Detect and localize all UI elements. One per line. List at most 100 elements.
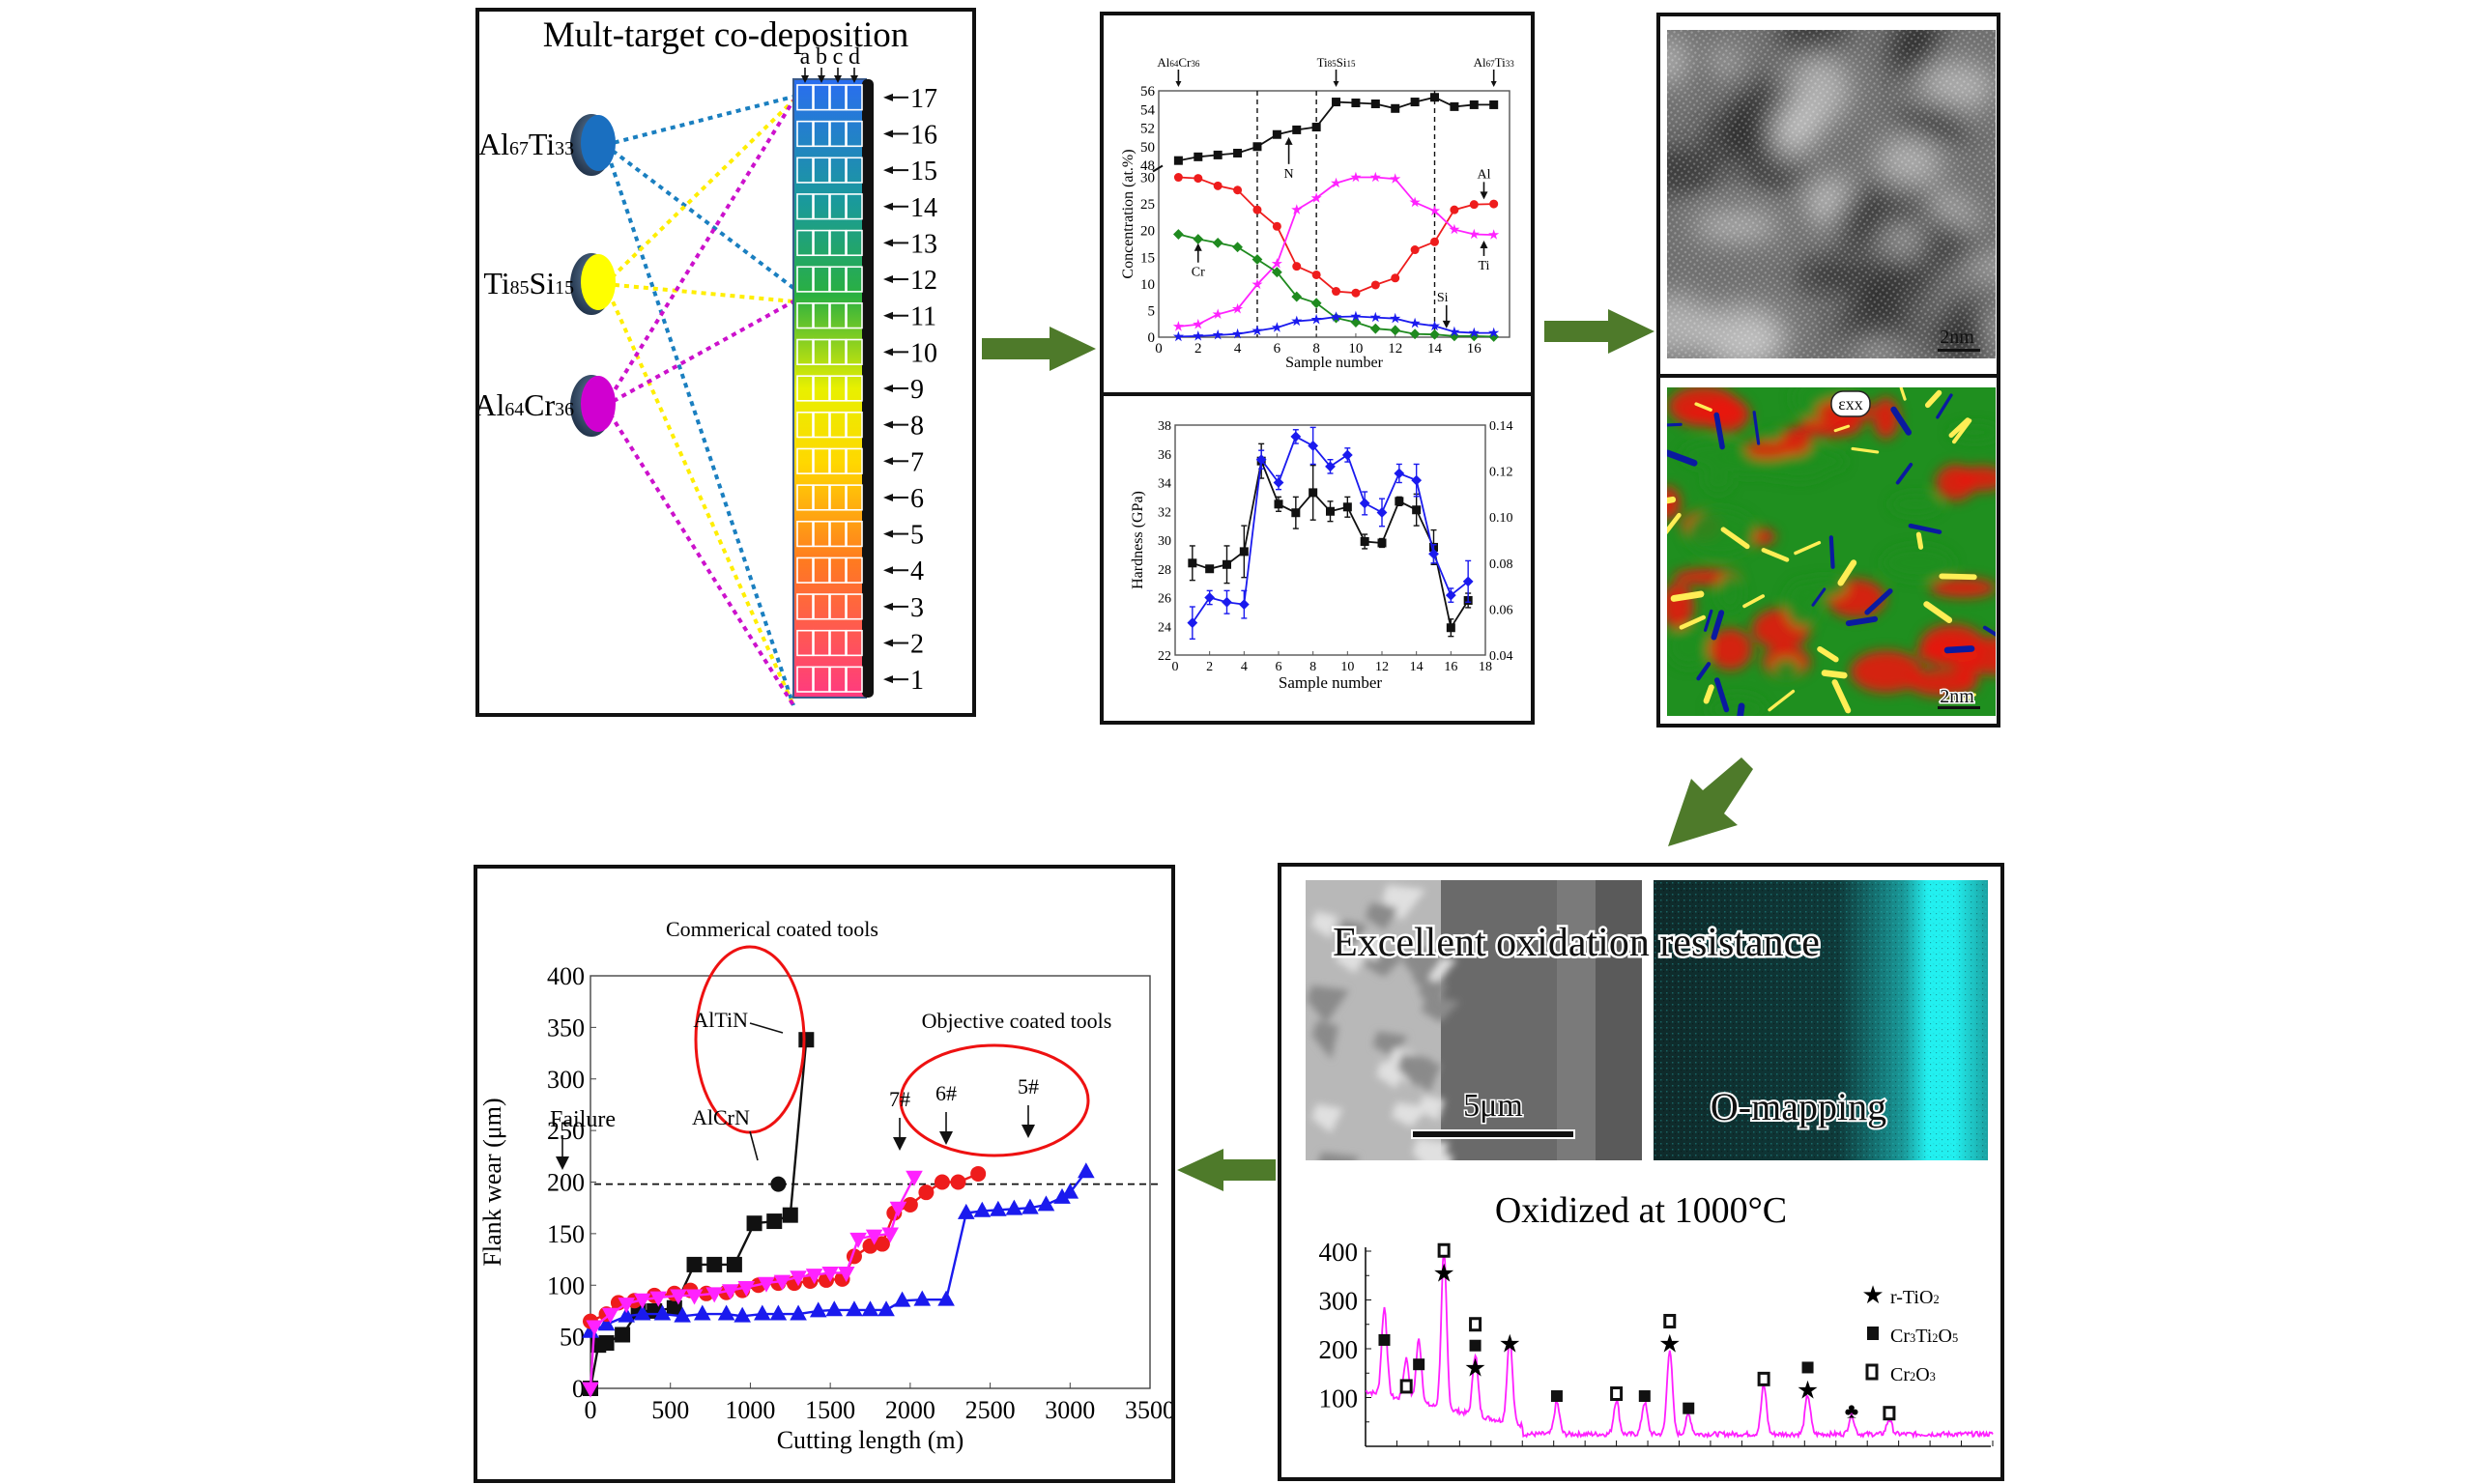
peak-marker-cr3ti2o5-icon (1683, 1402, 1695, 1414)
row-label: 17 (910, 84, 937, 114)
annotation-label: Al (1477, 167, 1490, 182)
row-label: 16 (910, 120, 937, 150)
sample-cell (846, 412, 863, 439)
data-point (1489, 100, 1499, 109)
data-point (1271, 322, 1282, 332)
row-label: 6 (910, 484, 924, 514)
row-arrow-icon (883, 348, 893, 357)
arrow-down-left-icon (1668, 757, 1753, 846)
data-point (1390, 312, 1401, 324)
sample-arrow-icon (939, 1131, 953, 1145)
sample-cell (829, 520, 847, 548)
sem-grain (1311, 1103, 1343, 1133)
data-point (790, 1270, 807, 1287)
sample-cell (796, 520, 814, 548)
o-mapping-label: O-mapping (1711, 1085, 1886, 1128)
strain-streak (1703, 609, 1713, 632)
y-tick-label: 36 (1158, 448, 1171, 463)
x-tick-label: 500 (651, 1396, 689, 1424)
x-tick-label: 2 (1194, 341, 1202, 357)
data-point (1053, 1187, 1071, 1204)
y-axis-label: Hardness (GPa) (1130, 491, 1146, 589)
data-point (1390, 325, 1401, 336)
row-arrow-icon (883, 129, 893, 138)
data-point (1489, 199, 1499, 209)
series-Cr (1172, 229, 1500, 342)
legend-label-cr3ti2o5: Cr3Ti2O5 (1890, 1326, 1958, 1347)
y-right-tick-label: 0.08 (1489, 557, 1513, 572)
data-point (1469, 100, 1479, 109)
annotation-arrow-icon (1284, 136, 1293, 145)
scale-bar (1411, 1129, 1575, 1139)
peak-marker-other-icon: ♣ (1845, 1399, 1858, 1423)
peak-marker-cr2o3-icon (1883, 1406, 1896, 1421)
strain-streak (1833, 424, 1851, 433)
data-point (1341, 449, 1353, 461)
peak-marker-cr2o3-icon (1469, 1317, 1482, 1332)
sample-cell (846, 666, 863, 693)
strain-streak (1752, 411, 1761, 445)
data-point (597, 1315, 616, 1331)
sample-cell (813, 157, 830, 184)
scale-bar-label: 2nm (1940, 686, 1974, 707)
targets: Al67Ti33 Ti85Si15 Al64Cr36 (474, 114, 616, 437)
strain-streak (1742, 594, 1766, 609)
data-point (874, 1236, 890, 1252)
target-arrow-icon (1333, 81, 1339, 87)
data-point (598, 1335, 615, 1352)
peak-marker-cr3ti2o5-icon (1638, 1390, 1651, 1403)
y-tick-label: 150 (547, 1220, 585, 1248)
data-point (1469, 200, 1479, 210)
x-axis-label: Sample number (1285, 355, 1384, 371)
x-tick-label: 0 (585, 1396, 597, 1424)
sample-cell (813, 629, 830, 657)
hrtem-image: 2nm (1667, 30, 1996, 358)
strain-streak (1667, 512, 1682, 535)
deposition-path (603, 99, 795, 408)
row-arrow-icon (883, 239, 893, 247)
co-deposition-panel: Mult-target co-deposition 17 16 15 14 13 12 11… (474, 8, 976, 717)
y-tick-label: 34 (1158, 477, 1171, 492)
data-point (790, 1304, 807, 1321)
data-point (861, 1300, 879, 1317)
data-point (1272, 221, 1281, 231)
x-tick-label: 10 (1348, 341, 1363, 357)
data-point (726, 1256, 742, 1272)
data-point (1446, 623, 1455, 633)
target-label: Al67Ti33 (1474, 55, 1515, 70)
data-point (1369, 323, 1381, 334)
data-point (1252, 142, 1262, 152)
y-tick-label: 22 (1158, 649, 1171, 664)
annotation-arrow-icon (1480, 240, 1488, 248)
data-point (1021, 1198, 1039, 1214)
strain-region (1907, 669, 1978, 697)
data-point (1449, 326, 1460, 337)
sample-cell (846, 120, 863, 148)
strain-streak (1828, 535, 1835, 569)
data-point (769, 1304, 788, 1321)
data-point (1369, 311, 1381, 323)
data-point (1172, 229, 1184, 240)
series-Al (1173, 173, 1499, 298)
strain-streak (1711, 610, 1725, 641)
sample-cell (829, 629, 847, 657)
data-point (1428, 205, 1441, 215)
strain-streak (1720, 527, 1750, 550)
deposition-path (604, 282, 794, 303)
strain-streak (1713, 677, 1730, 713)
sample-cell (846, 593, 863, 620)
strain-streak (1817, 645, 1839, 663)
y-tick-label: 0 (1148, 330, 1156, 346)
data-point (1488, 229, 1500, 240)
sample-strip: 17 16 15 14 13 12 11 10 9 8 7 6 5 4 3 2 1 a b c d (792, 44, 937, 699)
sample-arrow-icon (1021, 1125, 1035, 1138)
data-point (1410, 98, 1420, 107)
objective-label: Objective coated tools (922, 1009, 1112, 1033)
target-arrow-icon (1490, 81, 1497, 87)
data-point (918, 1184, 935, 1201)
data-point (889, 1201, 907, 1217)
column-label: b (816, 44, 827, 70)
sample-cell (796, 447, 814, 474)
data-point (1078, 1162, 1095, 1179)
strain-streak (1831, 679, 1852, 714)
